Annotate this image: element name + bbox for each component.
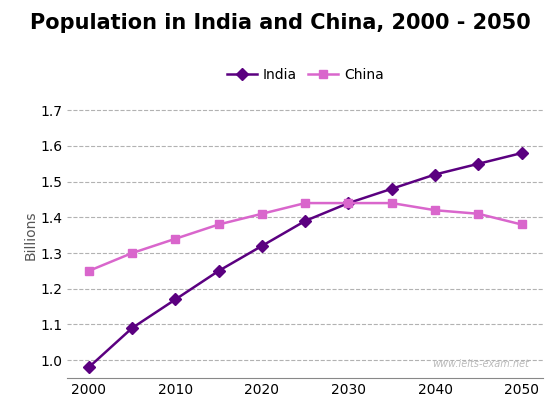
- China: [389, 201, 395, 206]
- China: [172, 236, 179, 241]
- Text: www.ielts-exam.net: www.ielts-exam.net: [432, 360, 529, 370]
- India: [475, 161, 482, 166]
- India: [432, 172, 438, 177]
- Text: Population in India and China, 2000 - 2050: Population in India and China, 2000 - 20…: [30, 13, 530, 33]
- Legend: India, China: India, China: [221, 62, 389, 87]
- Line: China: China: [85, 199, 526, 275]
- India: [345, 201, 352, 206]
- China: [129, 250, 136, 255]
- China: [432, 208, 438, 213]
- India: [518, 150, 525, 155]
- India: [302, 218, 309, 223]
- India: [389, 186, 395, 192]
- Line: India: India: [85, 149, 526, 371]
- China: [259, 211, 265, 216]
- India: [259, 244, 265, 249]
- China: [86, 268, 92, 273]
- China: [475, 211, 482, 216]
- India: [172, 297, 179, 302]
- China: [302, 201, 309, 206]
- China: [215, 222, 222, 227]
- India: [129, 326, 136, 331]
- India: [86, 365, 92, 370]
- Y-axis label: Billions: Billions: [24, 210, 38, 260]
- India: [215, 268, 222, 273]
- China: [518, 222, 525, 227]
- China: [345, 201, 352, 206]
